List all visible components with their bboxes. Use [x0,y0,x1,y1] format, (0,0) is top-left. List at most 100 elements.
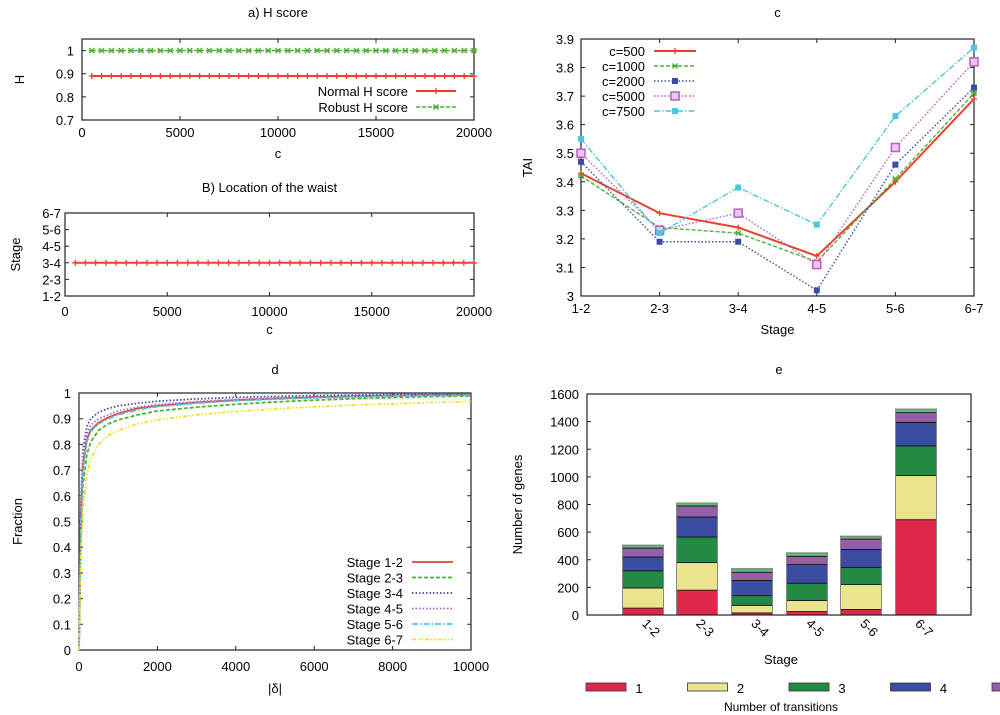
x-tick-label: 5000 [153,304,182,319]
data-point [656,238,663,245]
data-point [422,47,428,54]
data-point [307,259,314,266]
data-point [88,47,95,54]
chart-c-frame [580,38,975,297]
data-point [177,73,183,80]
data-point [102,259,109,266]
x-tick-label: 5-6 [857,616,881,640]
data-point [892,161,899,168]
data-point [128,47,134,54]
data-point [184,259,191,266]
data-point [812,259,822,270]
data-point [265,73,272,80]
y-tick-label: 3.3 [556,203,574,218]
chart-e: e 0 200 400 600 800 1000 1200 1400 1600 1-2 2-3 3-4 4… [510,362,1000,714]
data-point [215,259,222,266]
data-point [430,259,437,266]
x-axis-label: |δ| [268,681,282,696]
data-point [353,73,360,80]
y-tick-label: 0.7 [53,463,71,478]
y-tick-label: 3.9 [556,32,574,47]
data-point [275,47,281,54]
y-tick-label: 800 [557,498,579,513]
data-point [971,84,977,91]
y-tick-label: 0.6 [53,489,71,504]
y-tick-label: 3-4 [42,256,61,271]
data-point [294,73,301,80]
data-point [157,73,164,80]
chart-title: c [774,5,781,20]
data-point [147,47,154,54]
data-point [317,259,324,266]
data-point [969,57,979,67]
data-point [373,73,379,80]
data-point [294,47,301,54]
bar-segment-4 [676,516,718,538]
chart-title: a) H score [248,5,308,20]
bar-segment-3 [840,566,882,586]
data-point [245,47,252,54]
data-point [72,259,79,266]
data-point [363,47,370,54]
bar-stack-1-2 [622,544,664,616]
bar-segment-4 [895,421,937,447]
data-point [892,175,899,182]
data-point [402,73,409,80]
legend-swatch [788,682,830,692]
chart-a: a) H score 0 5000 10000 15000 20000 0.7 0.8 0.9 1… [12,5,492,161]
data-point [353,47,360,54]
data-point [225,259,232,266]
data-point [576,148,586,158]
bar-segment-2 [622,587,664,609]
bar-stack-4-5 [786,552,828,616]
bar-stack-6-7 [895,408,937,616]
legend-marker [433,88,439,94]
y-tick-label: 2-3 [42,272,61,287]
x-axis-label: c [266,322,273,337]
data-point [133,259,140,266]
data-point [422,73,428,80]
x-tick-label: 10000 [251,304,287,319]
data-point [578,173,584,180]
bar-segment-5 [676,505,718,518]
series-line-stage-2-3 [78,395,472,651]
data-point [382,47,389,54]
bar-stack-2-3 [676,502,718,616]
x-tick-label: 8000 [378,659,407,674]
bar-segment-2 [676,562,718,591]
data-point [412,47,419,54]
data-point [314,73,321,80]
data-point [971,44,977,51]
data-point [450,259,457,266]
data-point [324,47,330,54]
legend-label: c=1000 [602,59,645,74]
data-point [409,259,416,266]
data-point [333,73,340,80]
y-tick-label: 1 [64,386,71,401]
data-point [419,259,426,266]
y-tick-label: 3.2 [556,232,574,247]
data-point [471,73,477,80]
series-line-c-7500 [580,47,975,235]
legend-marker [670,91,680,101]
data-point [343,47,350,54]
bar-segment-3 [731,595,773,606]
data-point [392,73,399,80]
y-axis-label: Fraction [10,498,25,545]
legend-label: Stage 3-4 [347,586,403,601]
y-tick-label: 0.7 [56,113,74,128]
bar-stack-5-6 [840,535,882,616]
y-tick-label: 1400 [550,415,579,430]
data-point [343,73,350,80]
x-tick-label: 2-3 [650,301,669,316]
series-line-stage-6-7 [78,400,472,651]
y-tick-label: 0.9 [53,412,71,427]
data-point [431,47,438,54]
bar-segment-6 [895,408,937,414]
data-point [440,259,447,266]
x-tick-label: 3-4 [729,301,748,316]
bar-segment-2 [786,600,828,612]
data-point [297,259,304,266]
data-point [389,259,396,266]
legend-label: c=2000 [602,74,645,89]
